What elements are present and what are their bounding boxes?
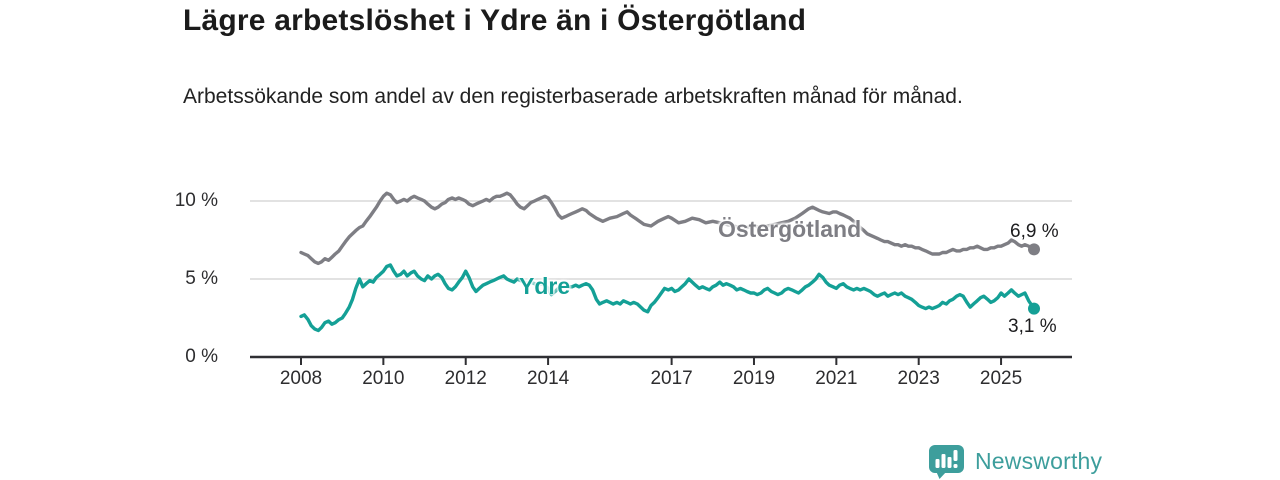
newsworthy-brand[interactable]: Newsworthy	[928, 444, 1102, 479]
brand-name: Newsworthy	[975, 448, 1103, 474]
series-end-dot	[1028, 243, 1041, 256]
x-tick-label: 2012	[444, 368, 487, 389]
x-tick-label: 2008	[279, 368, 323, 389]
y-tick-label: 10 %	[174, 190, 218, 211]
chart-subtitle: Arbetssökande som andel av den registerb…	[183, 85, 963, 108]
x-tick-label: 2023	[897, 368, 940, 389]
x-tick-label: 2019	[732, 368, 776, 389]
x-tick-label: 2025	[979, 368, 1023, 389]
ydre-series-label: Ydre	[519, 273, 571, 299]
y-tick-label: 5 %	[185, 268, 218, 289]
ydre-line	[299, 263, 1036, 333]
ostergotland-series-label: Östergötland	[718, 216, 862, 242]
x-tick-label: 2021	[815, 368, 858, 389]
ostergotland-line	[299, 191, 1036, 266]
x-tick-label: 2017	[650, 368, 693, 389]
x-tick-label: 2010	[362, 368, 405, 389]
end-value-label: 3,1 %	[1008, 315, 1057, 337]
series-end-dot	[1028, 302, 1041, 315]
y-tick-label: 0 %	[185, 346, 218, 367]
x-tick-label: 2014	[526, 368, 570, 389]
page-title: Lägre arbetslöshet i Ydre än i Östergötl…	[183, 4, 807, 37]
bar-chart-speech-bubble-icon	[929, 445, 964, 479]
end-value-label: 6,9 %	[1010, 221, 1059, 243]
